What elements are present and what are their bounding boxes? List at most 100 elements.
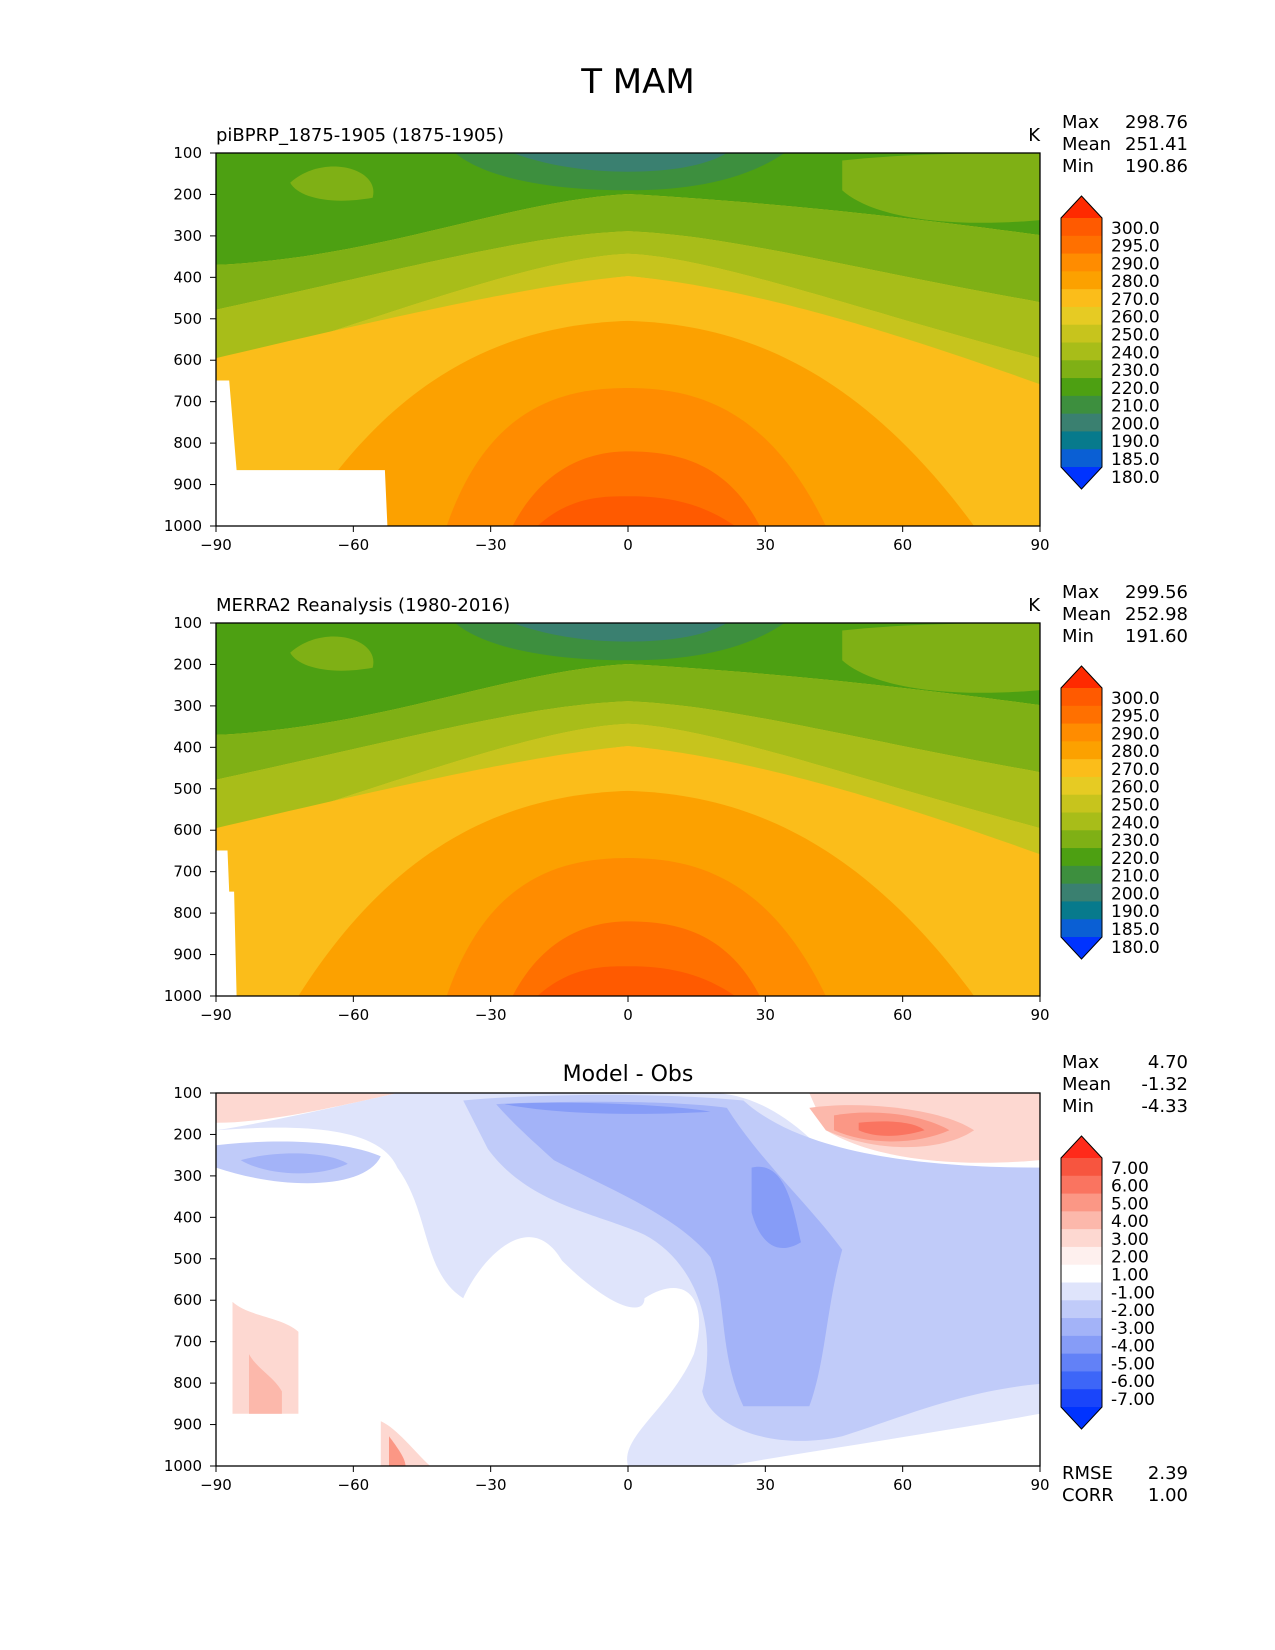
x-tick-label: 60 — [893, 1476, 912, 1494]
colorbar-segment — [1061, 812, 1102, 831]
colorbar-segment — [1061, 449, 1102, 468]
colorbar-extend-bottom — [1061, 1407, 1102, 1429]
contour-fill — [216, 231, 1040, 370]
stat-label: Max — [1062, 112, 1100, 133]
contour-fill — [290, 166, 374, 201]
x-tick-label: 30 — [756, 1006, 775, 1024]
colorbar-segment — [1061, 1175, 1102, 1195]
colorbar-segment — [1061, 1158, 1102, 1177]
y-tick-label: 100 — [173, 614, 202, 632]
colorbar-segment — [1061, 1335, 1102, 1355]
colorbar-segment — [1061, 883, 1102, 902]
colorbar-segment — [1061, 342, 1102, 361]
colorbar-label: -2.00 — [1111, 1301, 1155, 1321]
colorbar-segment — [1061, 378, 1102, 397]
colorbar-label: -4.00 — [1111, 1337, 1155, 1357]
stat-label: Mean — [1062, 134, 1111, 155]
y-tick-label: 100 — [173, 144, 202, 162]
y-tick-label: 600 — [173, 821, 202, 839]
x-tick-label: 30 — [756, 536, 775, 554]
y-tick-label: 900 — [173, 476, 202, 494]
footer-stat-label: RMSE — [1062, 1463, 1113, 1484]
colorbar-segment — [1061, 759, 1102, 778]
stat-value: -1.32 — [1141, 1074, 1188, 1095]
colorbar-label: -6.00 — [1111, 1372, 1155, 1392]
x-tick-label: 0 — [623, 536, 633, 554]
colorbar-label: 300.0 — [1111, 219, 1160, 239]
colorbar-segment — [1061, 289, 1102, 308]
units-label: K — [1028, 595, 1041, 616]
colorbar-label: 3.00 — [1111, 1230, 1149, 1250]
y-tick-label: 400 — [173, 1208, 202, 1226]
y-tick-label: 800 — [173, 904, 202, 922]
colorbar-label: 220.0 — [1111, 379, 1160, 399]
colorbar-label: -5.00 — [1111, 1354, 1155, 1374]
colorbar-outline — [1060, 665, 1103, 960]
stat-label: Mean — [1062, 1074, 1111, 1095]
x-tick-label: −90 — [200, 536, 232, 554]
colorbar-segment — [1061, 1246, 1102, 1266]
footer-stat-label: CORR — [1062, 1485, 1114, 1506]
contour-fill — [842, 623, 1040, 693]
x-tick-label: −60 — [338, 1006, 370, 1024]
panel-title: Model - Obs — [563, 1062, 694, 1087]
colorbar-segment — [1061, 741, 1102, 760]
colorbar-label: 200.0 — [1111, 884, 1160, 904]
y-tick-label: 700 — [173, 393, 202, 411]
x-tick-label: 90 — [1030, 536, 1049, 554]
stat-value: 251.41 — [1125, 134, 1188, 155]
colorbar-label: 6.00 — [1111, 1177, 1149, 1197]
y-tick-label: 400 — [173, 738, 202, 756]
colorbar-label: 220.0 — [1111, 849, 1160, 869]
x-tick-label: 60 — [893, 536, 912, 554]
y-tick-label: 1000 — [164, 517, 202, 535]
y-tick-label: 900 — [173, 1416, 202, 1434]
colorbar-segment — [1061, 431, 1102, 450]
contour-fill — [216, 1093, 398, 1123]
contour-panel-2: MERRA2 Reanalysis (1980-2016) K1002003004… — [164, 582, 1188, 1024]
colorbar-segment — [1061, 865, 1102, 885]
colorbar-extend-top — [1061, 1136, 1102, 1158]
contour-fill — [216, 194, 1040, 310]
colorbar-segment — [1061, 1193, 1102, 1212]
y-tick-label: 800 — [173, 1374, 202, 1392]
colorbar-label: 280.0 — [1111, 742, 1160, 762]
colorbar-label: 7.00 — [1111, 1159, 1149, 1179]
contour-fill — [216, 153, 1040, 265]
x-tick-label: −60 — [338, 1476, 370, 1494]
contour-fill — [504, 1102, 711, 1114]
plot-area — [216, 623, 1040, 996]
colorbar-label: 200.0 — [1111, 414, 1160, 434]
y-tick-label: 300 — [173, 227, 202, 245]
footer-stat-value: 2.39 — [1148, 1463, 1188, 1484]
colorbar-segment — [1061, 723, 1102, 742]
y-tick-label: 1000 — [164, 1457, 202, 1475]
colorbar-label: 180.0 — [1111, 468, 1160, 488]
colorbar-segment — [1061, 306, 1102, 326]
colorbar-label: 2.00 — [1111, 1248, 1149, 1268]
colorbar-segment — [1061, 1211, 1102, 1230]
colorbar-label: 185.0 — [1111, 450, 1160, 470]
colorbar-label: -1.00 — [1111, 1283, 1155, 1303]
colorbar-label: 290.0 — [1111, 254, 1160, 274]
x-tick-label: 60 — [893, 1006, 912, 1024]
contour-fill — [216, 664, 1040, 780]
contour-fill — [537, 496, 736, 526]
stat-value: 299.56 — [1125, 582, 1188, 603]
colorbar-segment — [1061, 1282, 1102, 1301]
contour-fill — [249, 1354, 282, 1414]
colorbar-label: 185.0 — [1111, 920, 1160, 940]
contour-fill — [389, 1436, 406, 1466]
stat-value: 191.60 — [1125, 626, 1188, 647]
colorbar-segment — [1061, 919, 1102, 938]
colorbar-extend-bottom — [1061, 937, 1102, 959]
stat-value: 190.86 — [1125, 156, 1188, 177]
missing-data-mask — [216, 850, 237, 996]
colorbar-label: 230.0 — [1111, 831, 1160, 851]
x-tick-label: −30 — [475, 1476, 507, 1494]
x-tick-label: −30 — [475, 1006, 507, 1024]
x-tick-label: 0 — [623, 1006, 633, 1024]
contour-fill — [216, 623, 1040, 735]
x-tick-label: 90 — [1030, 1006, 1049, 1024]
figure-title: T MAM — [580, 62, 695, 102]
